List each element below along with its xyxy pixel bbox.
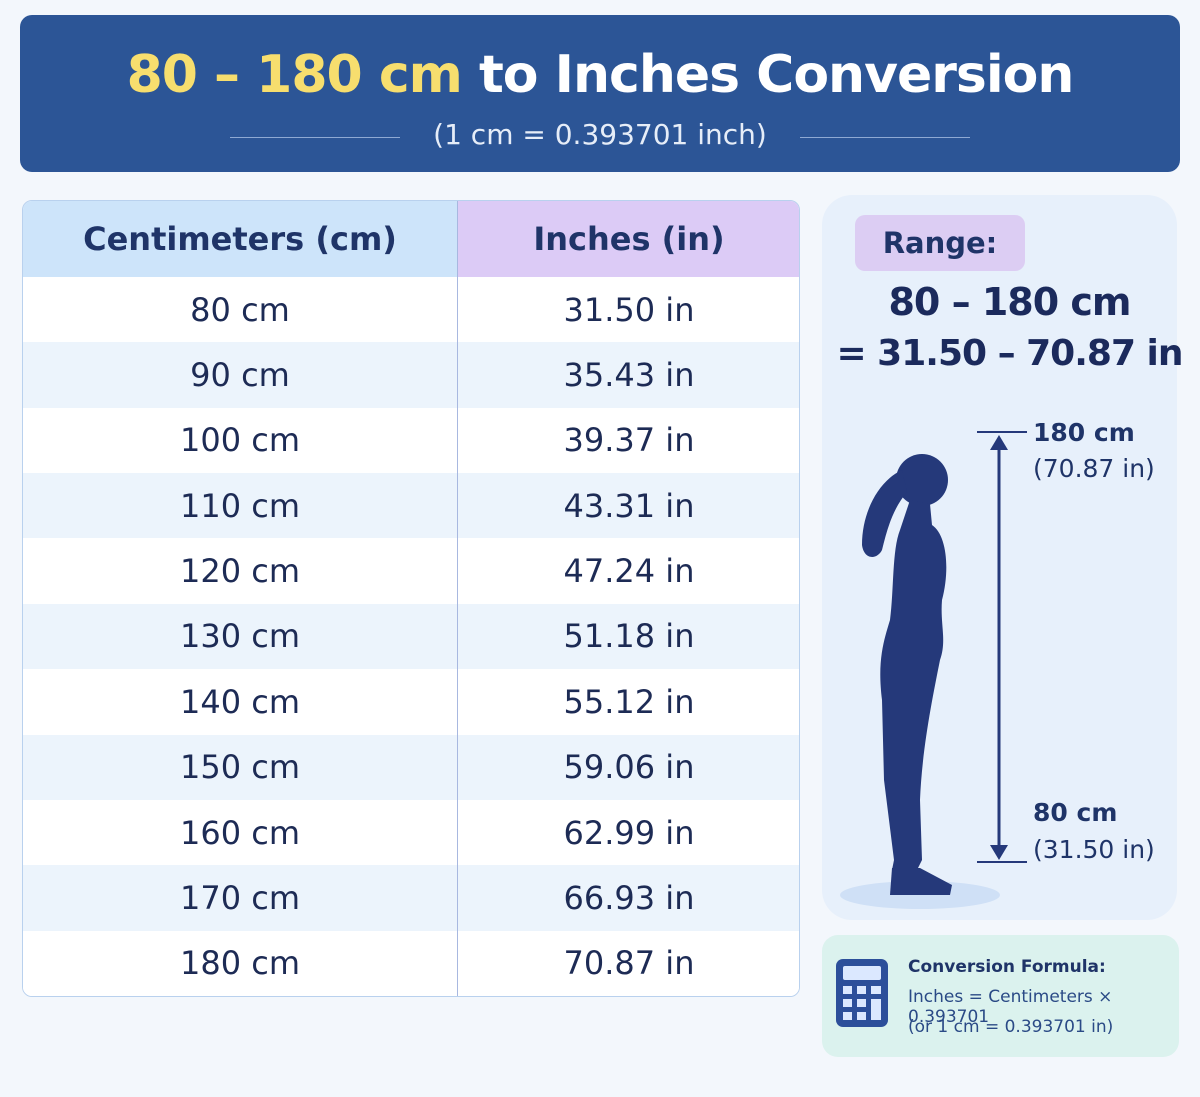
feet: [890, 868, 952, 895]
cm-cell: 180 cm: [179, 944, 300, 983]
inches-cell: 39.37 in: [563, 421, 695, 460]
cm-cell: 100 cm: [179, 421, 300, 460]
column-header: Centimeters (cm): [23, 201, 457, 277]
formula-note: (or 1 cm = 0.393701 in): [908, 1017, 1114, 1037]
body: [880, 500, 947, 870]
cm-cell: 130 cm: [179, 617, 300, 656]
cm-cell: 170 cm: [179, 878, 300, 917]
table-row: [23, 669, 799, 735]
ponytail: [862, 470, 907, 557]
title: 80 – 180 cm to Inches Conversion: [20, 45, 1180, 105]
title-rest: to Inches Conversion: [478, 45, 1074, 105]
table-row: [23, 538, 799, 604]
conversion-table: Centimeters (cm) Inches (in) 80 cm 31.50 in…: [22, 200, 800, 997]
calculator-icon: [836, 959, 888, 1027]
range-label: Range:: [855, 215, 1025, 271]
top-cm: 180 cm: [1033, 418, 1135, 447]
inches-cell: 62.99 in: [563, 813, 695, 852]
formula-title: Conversion Formula:: [908, 957, 1106, 977]
table-row: [23, 799, 799, 866]
inches-cell: 66.93 in: [563, 878, 695, 917]
range-inches: = 31.50 – 70.87 in: [836, 333, 1183, 374]
inches-cell: 31.50 in: [563, 290, 695, 329]
column-header: Inches (in): [458, 201, 799, 277]
head: [896, 454, 948, 506]
bottom-in: (31.50 in): [1033, 835, 1155, 864]
table-row: [23, 734, 799, 800]
inches-cell: 43.31 in: [563, 486, 695, 525]
cm-cell: 150 cm: [179, 748, 300, 787]
inches-cell: 51.18 in: [563, 617, 695, 656]
cm-cell: 160 cm: [179, 813, 300, 852]
cm-cell: 110 cm: [179, 486, 300, 525]
table-row: [23, 473, 799, 539]
cm-cell: 90 cm: [190, 356, 290, 395]
top-in: (70.87 in): [1033, 454, 1155, 483]
range-cm: 80 – 180 cm: [888, 280, 1131, 324]
divider: [230, 137, 400, 138]
cm-cell: 140 cm: [179, 682, 300, 721]
inches-cell: 47.24 in: [563, 552, 695, 591]
divider: [800, 137, 970, 138]
header: 80 – 180 cm to Inches Conversion (1 cm =…: [20, 15, 1180, 172]
height-illustration: [840, 431, 1027, 909]
table-row: [23, 407, 799, 474]
formula-box: Conversion Formula: Inches = Centimeters…: [822, 935, 1179, 1057]
inches-cell: 59.06 in: [563, 748, 695, 787]
inches-cell: 70.87 in: [563, 944, 695, 983]
table-row: [23, 342, 799, 408]
bottom-cm: 80 cm: [1033, 798, 1118, 827]
title-highlight: 80 – 180 cm: [126, 45, 463, 105]
inches-cell: 55.12 in: [563, 682, 695, 721]
table-row: [23, 865, 799, 931]
column-divider: [457, 201, 458, 996]
inches-cell: 35.43 in: [563, 356, 695, 395]
formula-line: Inches = Centimeters × 0.393701: [908, 987, 1113, 1027]
cm-cell: 120 cm: [179, 552, 300, 591]
table-row: [23, 277, 799, 343]
subtitle: (1 cm = 0.393701 inch): [433, 118, 767, 151]
cm-cell: 80 cm: [190, 290, 290, 329]
table-row: [23, 930, 799, 996]
table-row: [23, 603, 799, 670]
